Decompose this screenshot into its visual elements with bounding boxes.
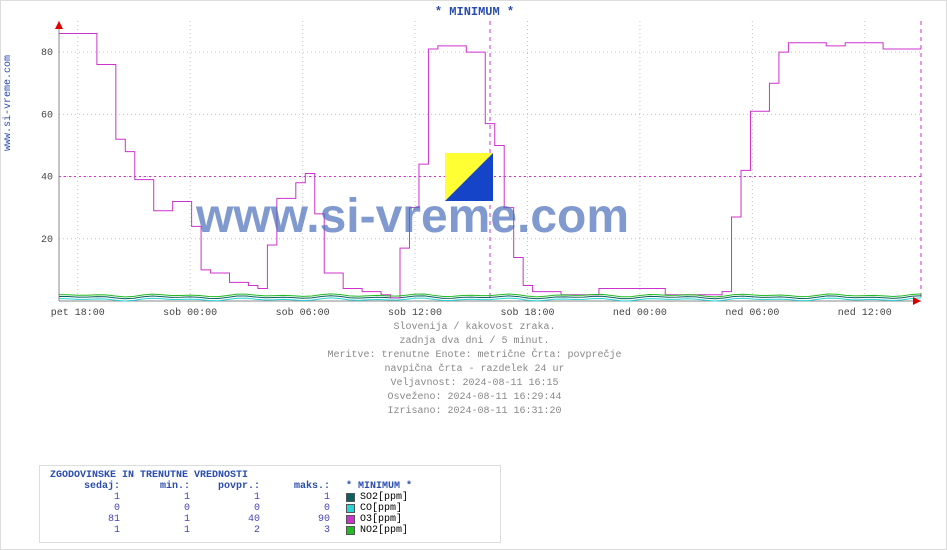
legend-swatch — [346, 526, 355, 535]
stats-cell: 81 — [50, 514, 120, 525]
legend-swatch — [346, 515, 355, 524]
legend-cell: SO2[ppm] — [330, 492, 490, 503]
subtitle-line: Izrisano: 2024-08-11 16:31:20 — [1, 405, 947, 419]
subtitle-line: Osveženo: 2024-08-11 16:29:44 — [1, 391, 947, 405]
legend-label: CO[ppm] — [360, 503, 402, 514]
stats-cell: 1 — [260, 492, 330, 503]
svg-text:sob 18:00: sob 18:00 — [500, 307, 554, 319]
col-head: min.: — [120, 481, 190, 492]
stats-row: 8114090 O3[ppm] — [50, 514, 490, 525]
stats-row: 1123NO2[ppm] — [50, 525, 490, 536]
subtitle-line: zadnja dva dni / 5 minut. — [1, 335, 947, 349]
svg-text:80: 80 — [41, 48, 53, 59]
legend-swatch — [346, 504, 355, 513]
svg-text:sob 00:00: sob 00:00 — [163, 307, 217, 319]
svg-text:40: 40 — [41, 173, 53, 184]
chart-container: * MINIMUM * www.si-vreme.com 20406080pet… — [0, 0, 947, 550]
stats-cell: 1 — [50, 525, 120, 536]
y-axis-label: www.si-vreme.com — [3, 55, 14, 151]
stats-box: ZGODOVINSKE IN TRENUTNE VREDNOSTI sedaj:… — [39, 465, 501, 543]
stats-cell: 3 — [260, 525, 330, 536]
stats-cell: 1 — [120, 514, 190, 525]
legend-label: O3[ppm] — [360, 514, 402, 525]
stats-cell: 0 — [260, 503, 330, 514]
stats-cell: 2 — [190, 525, 260, 536]
subtitle-line: Veljavnost: 2024-08-11 16:15 — [1, 377, 947, 391]
stats-title: ZGODOVINSKE IN TRENUTNE VREDNOSTI — [50, 470, 490, 481]
stats-cell: 0 — [120, 503, 190, 514]
svg-text:sob 12:00: sob 12:00 — [388, 307, 442, 319]
stats-cell: 90 — [260, 514, 330, 525]
legend-cell: CO[ppm] — [330, 503, 490, 514]
stats-row: 1111SO2[ppm] — [50, 492, 490, 503]
chart-subtitle: Slovenija / kakovost zraka.zadnja dva dn… — [1, 321, 947, 419]
svg-text:ned 12:00: ned 12:00 — [838, 307, 892, 319]
stats-cell: 1 — [120, 492, 190, 503]
stats-cell: 1 — [190, 492, 260, 503]
legend-cell: NO2[ppm] — [330, 525, 490, 536]
subtitle-line: navpična črta - razdelek 24 ur — [1, 363, 947, 377]
legend-label: NO2[ppm] — [360, 525, 408, 536]
svg-text:20: 20 — [41, 235, 53, 246]
svg-text:pet 18:00: pet 18:00 — [51, 308, 105, 319]
col-head: maks.: — [260, 481, 330, 492]
stats-row: 0000CO[ppm] — [50, 503, 490, 514]
svg-text:ned 06:00: ned 06:00 — [725, 307, 779, 319]
col-head: sedaj: — [50, 481, 120, 492]
svg-text:60: 60 — [41, 110, 53, 121]
subtitle-line: Slovenija / kakovost zraka. — [1, 321, 947, 335]
stats-header-row: sedaj: min.: povpr.: maks.: * MINIMUM * — [50, 481, 490, 492]
stats-cell: 1 — [120, 525, 190, 536]
legend-cell: O3[ppm] — [330, 514, 490, 525]
legend-label: SO2[ppm] — [360, 492, 408, 503]
svg-text:sob 06:00: sob 06:00 — [276, 307, 330, 319]
col-head: povpr.: — [190, 481, 260, 492]
subtitle-line: Meritve: trenutne Enote: metrične Črta: … — [1, 349, 947, 363]
stats-cell: 40 — [190, 514, 260, 525]
watermark-text: www.si-vreme.com — [196, 189, 629, 244]
stats-cell: 1 — [50, 492, 120, 503]
chart-title: * MINIMUM * — [1, 5, 947, 19]
legend-head: * MINIMUM * — [330, 481, 450, 492]
stats-cell: 0 — [190, 503, 260, 514]
stats-cell: 0 — [50, 503, 120, 514]
legend-swatch — [346, 493, 355, 502]
svg-text:ned 00:00: ned 00:00 — [613, 307, 667, 319]
